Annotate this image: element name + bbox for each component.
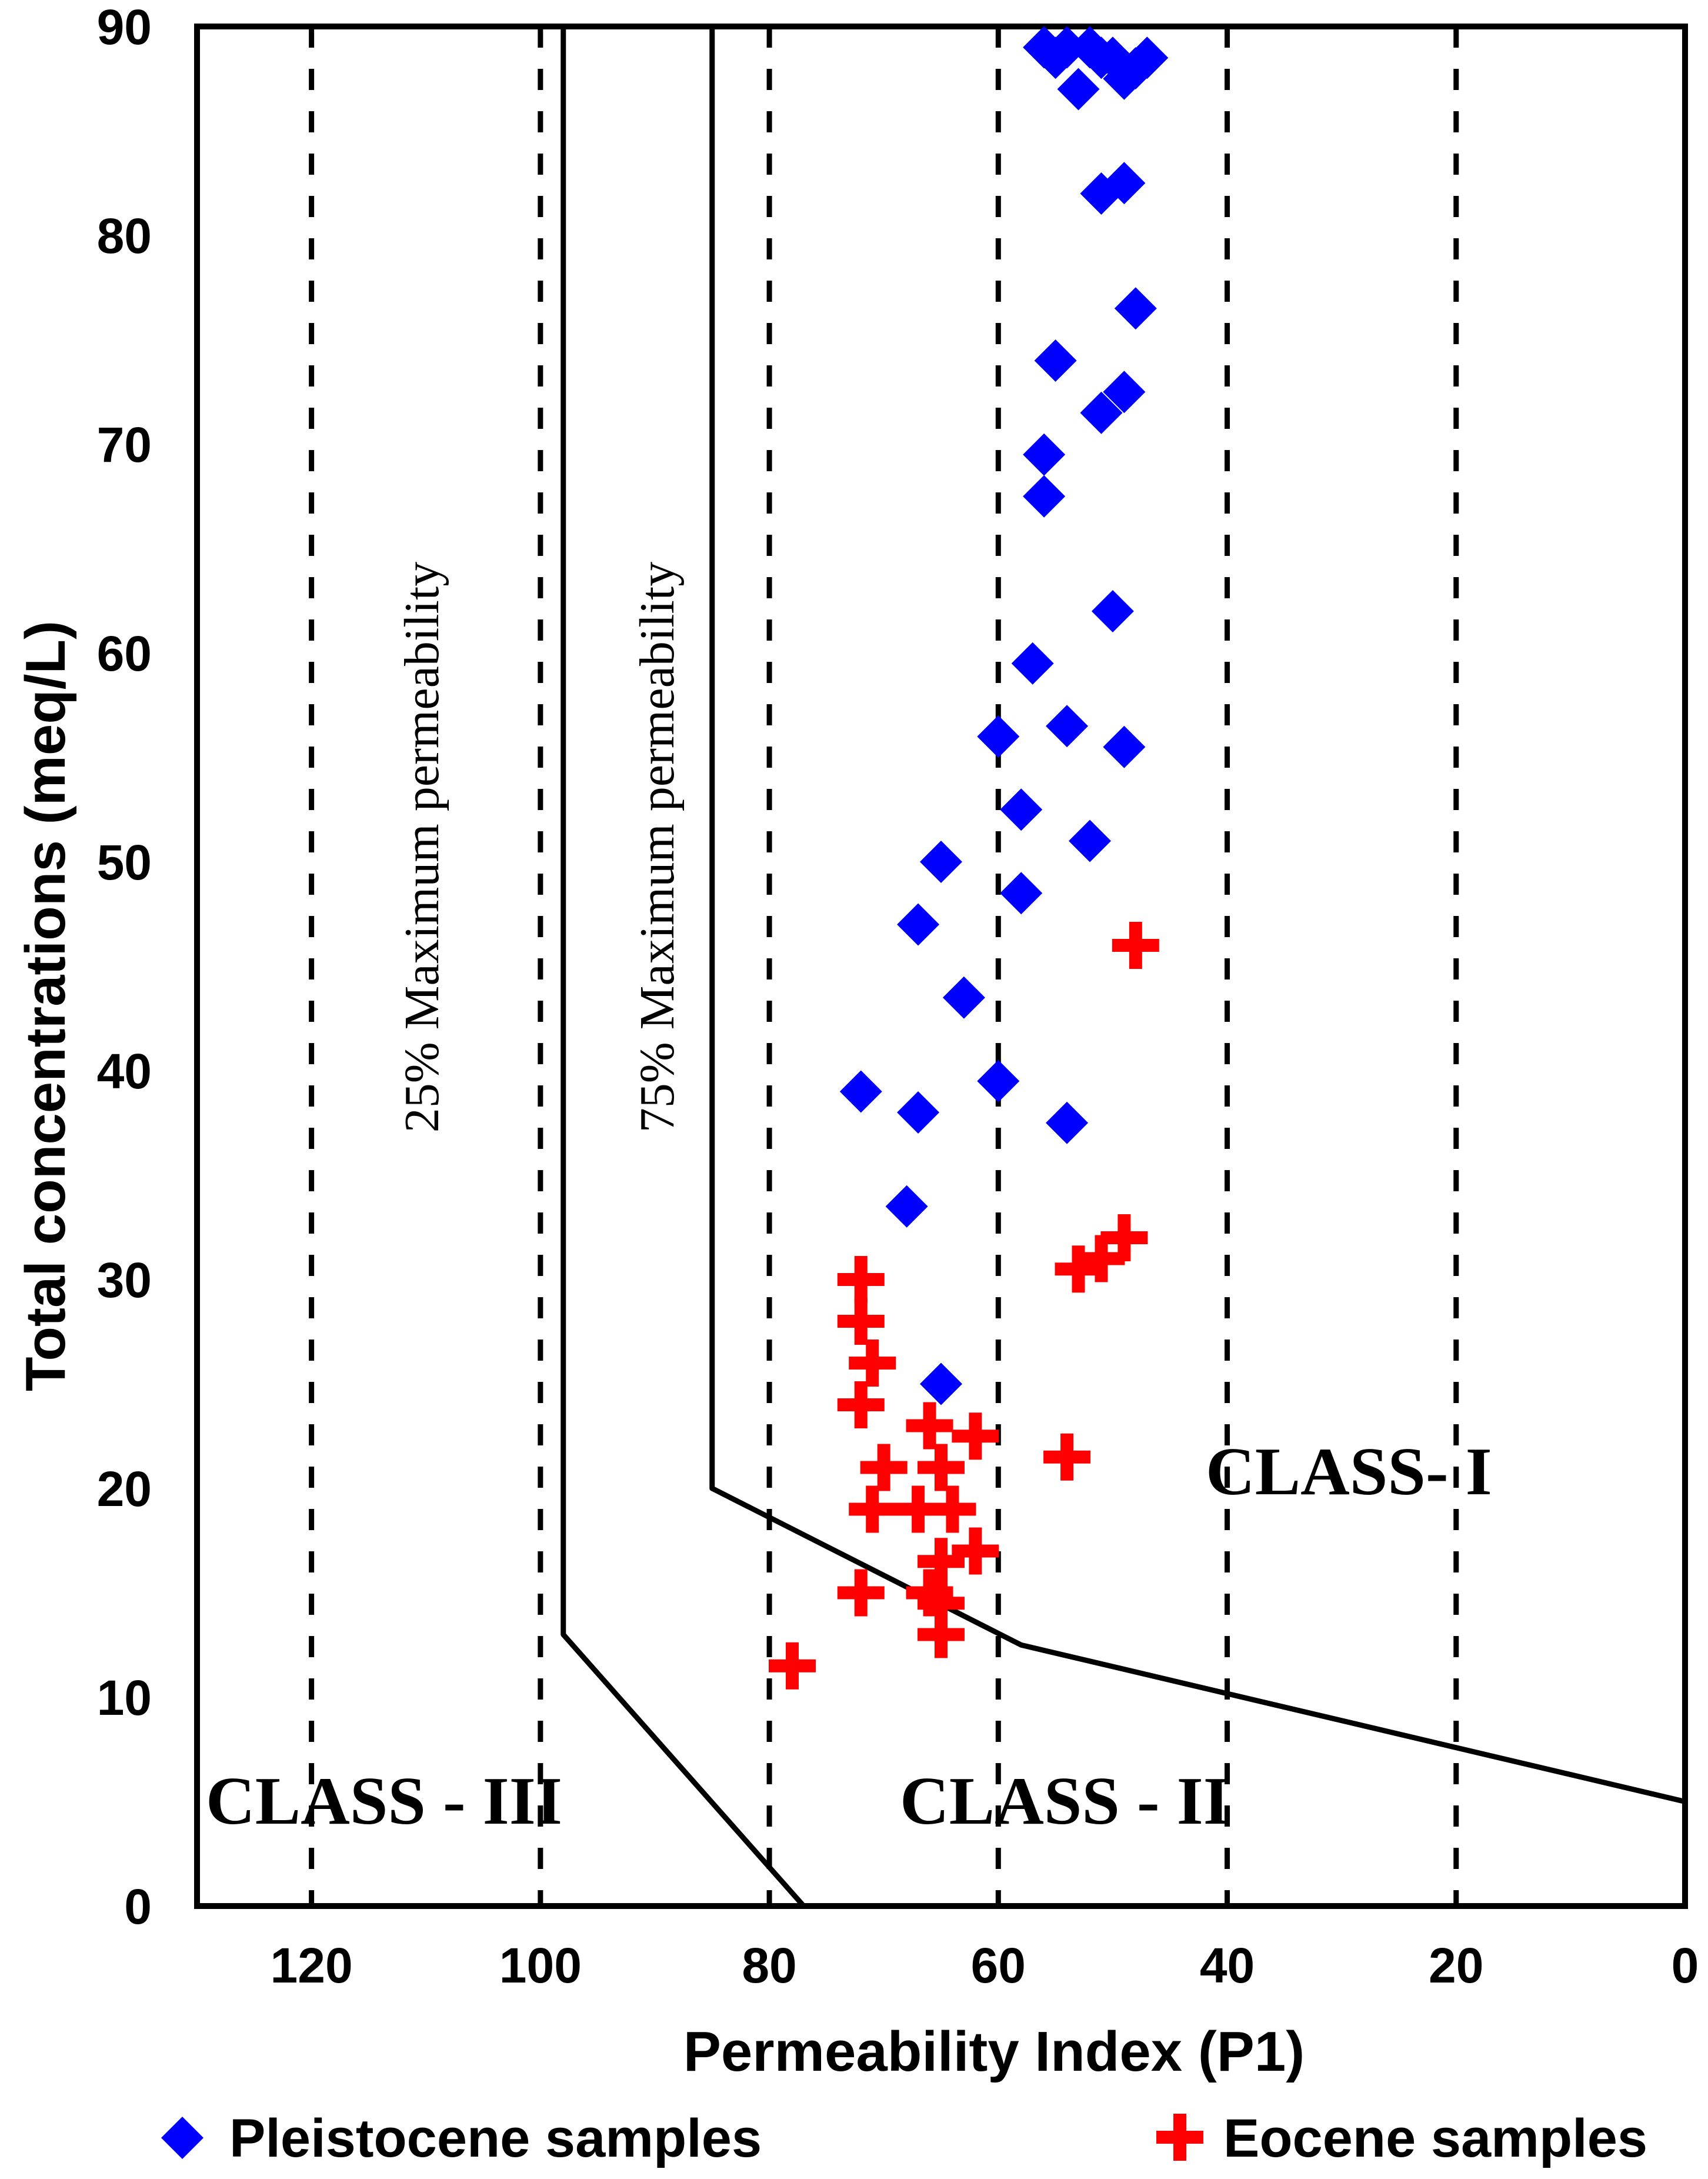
x-tick-120: 120 bbox=[271, 1938, 353, 1993]
x-tick-0: 0 bbox=[1672, 1938, 1699, 1993]
pleistocene-point-2 bbox=[1046, 26, 1089, 69]
x-tick-20: 20 bbox=[1429, 1938, 1483, 1993]
x-tick-80: 80 bbox=[742, 1938, 796, 1993]
zone-label-75: 75% Maximum permeability bbox=[630, 562, 685, 1132]
eocene-point-5 bbox=[837, 1298, 885, 1345]
eocene-point-17 bbox=[952, 1527, 999, 1575]
y-tick-0: 0 bbox=[124, 1879, 152, 1934]
legend-marker-pleistocene bbox=[161, 2117, 204, 2159]
eocene-point-22 bbox=[769, 1642, 816, 1690]
pleistocene-point-8 bbox=[1103, 57, 1146, 100]
eocene-point-10 bbox=[1043, 1433, 1091, 1481]
eocene-point-6 bbox=[849, 1340, 896, 1387]
y-tick-20: 20 bbox=[97, 1461, 152, 1517]
eocene-point-0 bbox=[1112, 922, 1159, 969]
boundary-lines bbox=[561, 26, 1686, 1908]
pleistocene-point-20 bbox=[1046, 705, 1089, 748]
boundary-line-25 bbox=[561, 26, 806, 1908]
pleistocene-point-22 bbox=[977, 715, 1020, 758]
gridlines bbox=[309, 26, 1459, 1906]
legend-label-pleistocene: Pleistocene samples bbox=[229, 2108, 762, 2168]
pleistocene-point-17 bbox=[1023, 475, 1066, 518]
y-tick-50: 50 bbox=[97, 835, 152, 890]
y-tick-10: 10 bbox=[97, 1670, 152, 1725]
pleistocene-point-34 bbox=[920, 1362, 962, 1405]
pleistocene-point-30 bbox=[839, 1070, 882, 1113]
eocene-point-12 bbox=[918, 1444, 965, 1491]
legend-marker-eocene bbox=[1156, 2114, 1203, 2161]
x-tick-100: 100 bbox=[499, 1938, 582, 1993]
eocene-point-13 bbox=[849, 1485, 896, 1533]
class-label-ii: CLASS - II bbox=[900, 1764, 1230, 1839]
pleistocene-point-11 bbox=[1103, 162, 1146, 205]
pleistocene-point-33 bbox=[885, 1185, 928, 1228]
eocene-point-1 bbox=[1100, 1214, 1148, 1261]
pleistocene-point-21 bbox=[1103, 725, 1146, 768]
pleistocene-point-23 bbox=[1000, 788, 1043, 831]
legend: Pleistocene samples Eocene samples bbox=[161, 2108, 1647, 2168]
pleistocene-point-7 bbox=[1126, 36, 1169, 79]
pleistocene-point-25 bbox=[920, 841, 962, 883]
pleistocene-point-32 bbox=[1046, 1101, 1089, 1144]
eocene-point-7 bbox=[837, 1381, 885, 1428]
x-tick-60: 60 bbox=[971, 1938, 1026, 1993]
eocene-point-4 bbox=[837, 1256, 885, 1303]
y-tick-60: 60 bbox=[97, 626, 152, 681]
y-tick-labels: 0 10 20 30 40 50 60 70 80 90 bbox=[97, 0, 152, 1934]
y-axis-title: Total concentrations (meq/L) bbox=[14, 621, 77, 1391]
eocene-point-9 bbox=[952, 1412, 999, 1460]
class-label-i: CLASS- I bbox=[1206, 1434, 1492, 1510]
y-tick-30: 30 bbox=[97, 1252, 152, 1308]
eocene-point-18 bbox=[837, 1569, 885, 1617]
y-tick-70: 70 bbox=[97, 417, 152, 472]
pleistocene-point-13 bbox=[1034, 339, 1077, 382]
pleistocene-point-14 bbox=[1103, 371, 1146, 414]
pleistocene-point-27 bbox=[897, 903, 940, 946]
eocene-point-21 bbox=[918, 1611, 965, 1658]
pleistocene-point-9 bbox=[1057, 68, 1100, 111]
pleistocene-point-31 bbox=[897, 1091, 940, 1134]
class-label-iii: CLASS - III bbox=[206, 1764, 562, 1839]
eocene-point-8 bbox=[906, 1402, 953, 1450]
pleistocene-point-19 bbox=[1011, 642, 1054, 685]
eocene-point-16 bbox=[918, 1538, 965, 1585]
legend-label-eocene: Eocene samples bbox=[1223, 2108, 1647, 2168]
pleistocene-point-29 bbox=[977, 1059, 1020, 1102]
eocene-point-15 bbox=[929, 1485, 976, 1533]
x-tick-40: 40 bbox=[1200, 1938, 1255, 1993]
pleistocene-point-26 bbox=[1000, 872, 1043, 915]
pleistocene-point-12 bbox=[1114, 287, 1157, 330]
boundary-line-75 bbox=[709, 26, 1686, 1804]
x-axis-title: Permeability Index (P1) bbox=[683, 2020, 1305, 2083]
data-points bbox=[769, 26, 1169, 1690]
pleistocene-point-16 bbox=[1023, 433, 1066, 476]
y-tick-40: 40 bbox=[97, 1044, 152, 1099]
zone-label-25: 25% Maximum permeability bbox=[395, 562, 449, 1132]
plot-frame bbox=[194, 24, 1688, 1909]
pleistocene-point-24 bbox=[1069, 819, 1111, 862]
y-tick-90: 90 bbox=[97, 0, 152, 55]
eocene-point-3 bbox=[1055, 1245, 1102, 1293]
pleistocene-point-15 bbox=[1080, 391, 1123, 434]
y-tick-80: 80 bbox=[97, 208, 152, 264]
pleistocene-point-28 bbox=[942, 976, 985, 1019]
x-tick-labels: 120 100 80 60 40 20 0 bbox=[271, 1938, 1699, 1993]
eocene-point-11 bbox=[860, 1444, 908, 1491]
pleistocene-point-18 bbox=[1091, 590, 1134, 632]
